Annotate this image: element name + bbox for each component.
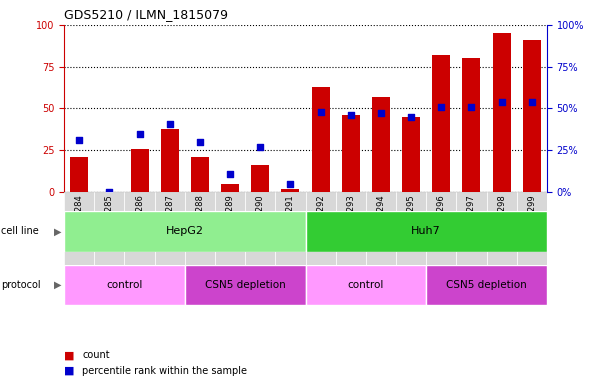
Text: control: control	[106, 280, 143, 290]
Bar	[125, 192, 155, 265]
Text: GSM651297: GSM651297	[467, 194, 476, 245]
Text: GSM651296: GSM651296	[437, 194, 446, 245]
Text: ▶: ▶	[54, 226, 61, 237]
Text: GSM651299: GSM651299	[527, 194, 536, 245]
Point	[406, 114, 416, 120]
Text: GSM651285: GSM651285	[105, 194, 114, 245]
Bar	[372, 97, 390, 192]
Text: ▶: ▶	[54, 280, 61, 290]
Bar	[306, 192, 335, 265]
Bar	[155, 192, 185, 265]
Bar	[70, 157, 89, 192]
Bar	[523, 40, 541, 192]
Bar	[306, 265, 426, 305]
Text: ■: ■	[64, 350, 75, 360]
Text: HepG2: HepG2	[166, 226, 204, 237]
Bar	[251, 165, 269, 192]
Text: GSM651292: GSM651292	[316, 194, 325, 245]
Bar	[185, 265, 306, 305]
Text: GSM651286: GSM651286	[135, 194, 144, 245]
Bar	[282, 189, 299, 192]
Bar	[456, 192, 486, 265]
Bar	[312, 87, 330, 192]
Text: Huh7: Huh7	[411, 226, 441, 237]
Point	[165, 121, 175, 127]
Bar	[185, 192, 215, 265]
Point	[255, 144, 265, 150]
Bar	[191, 157, 209, 192]
Point	[195, 139, 205, 145]
Bar	[94, 192, 125, 265]
Bar	[486, 192, 517, 265]
Bar	[402, 117, 420, 192]
Text: GSM651284: GSM651284	[75, 194, 84, 245]
Bar	[215, 192, 245, 265]
Bar	[492, 33, 511, 192]
Point	[225, 170, 235, 177]
Text: GSM651287: GSM651287	[165, 194, 174, 245]
Bar	[366, 192, 396, 265]
Bar	[396, 192, 426, 265]
Bar	[64, 192, 94, 265]
Point	[134, 131, 144, 137]
Text: GSM651289: GSM651289	[225, 194, 235, 245]
Point	[467, 104, 477, 110]
Text: GSM651298: GSM651298	[497, 194, 506, 245]
Text: GSM651288: GSM651288	[196, 194, 205, 245]
Text: cell line: cell line	[1, 226, 39, 237]
Bar	[426, 192, 456, 265]
Text: protocol: protocol	[1, 280, 41, 290]
Bar	[342, 115, 360, 192]
Point	[285, 180, 295, 187]
Text: percentile rank within the sample: percentile rank within the sample	[82, 366, 247, 376]
Point	[316, 109, 326, 115]
Bar	[221, 184, 239, 192]
Bar	[463, 58, 480, 192]
Text: GSM651294: GSM651294	[376, 194, 386, 245]
Point	[436, 104, 446, 110]
Text: GSM651295: GSM651295	[406, 194, 415, 245]
Text: count: count	[82, 350, 110, 360]
Point	[527, 99, 536, 105]
Text: GSM651290: GSM651290	[256, 194, 265, 245]
Bar	[64, 211, 306, 252]
Text: CSN5 depletion: CSN5 depletion	[446, 280, 527, 290]
Bar	[64, 265, 185, 305]
Text: ■: ■	[64, 366, 75, 376]
Bar	[276, 192, 306, 265]
Bar	[161, 129, 179, 192]
Text: control: control	[348, 280, 384, 290]
Text: CSN5 depletion: CSN5 depletion	[205, 280, 285, 290]
Point	[75, 137, 84, 143]
Point	[497, 99, 507, 105]
Bar	[131, 149, 148, 192]
Point	[104, 189, 114, 195]
Bar	[335, 192, 366, 265]
Text: GSM651293: GSM651293	[346, 194, 355, 245]
Bar	[432, 55, 450, 192]
Text: GDS5210 / ILMN_1815079: GDS5210 / ILMN_1815079	[64, 8, 228, 21]
Point	[346, 112, 356, 118]
Bar	[517, 192, 547, 265]
Bar	[426, 265, 547, 305]
Bar	[245, 192, 276, 265]
Text: GSM651291: GSM651291	[286, 194, 295, 245]
Point	[376, 111, 386, 117]
Bar	[306, 211, 547, 252]
